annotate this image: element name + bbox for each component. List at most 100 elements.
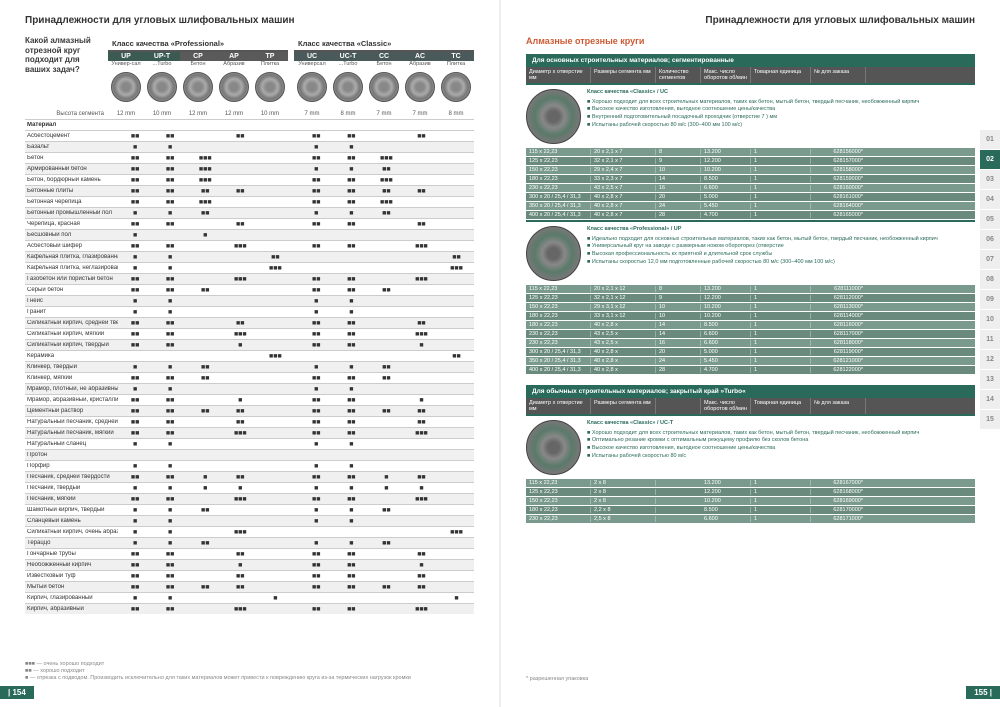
table-row: Гнейс■■■■	[25, 295, 474, 306]
size-cell: 7 mm	[366, 111, 402, 117]
col-head-AP: APАбразив	[216, 52, 252, 67]
compat-cell: ■■	[334, 320, 369, 327]
side-tab-15[interactable]: 15	[980, 410, 1000, 430]
col-header: Макс. число оборотов об/мин	[701, 67, 751, 83]
compat-cell: ■■■	[223, 496, 258, 503]
compat-cell: ■	[118, 518, 153, 525]
compat-cell: ■■	[299, 375, 334, 382]
compat-cell: ■■	[223, 551, 258, 558]
page-right: Принадлежности для угловых шлифовальных …	[500, 0, 1000, 707]
table-row: Кафельная плитка, неглазированная■■■■■■■…	[25, 262, 474, 273]
compat-cell: ■■	[118, 606, 153, 613]
product-2-desc: Класс качества «Professional» / UP Идеал…	[587, 226, 975, 281]
compat-cell: ■■	[404, 188, 439, 195]
compat-cell: ■■	[299, 606, 334, 613]
compat-cell: ■■	[153, 375, 188, 382]
side-tab-09[interactable]: 09	[980, 290, 1000, 310]
material-name: Клинкер, мягкий	[25, 375, 118, 381]
side-tab-12[interactable]: 12	[980, 350, 1000, 370]
compat-cell: ■■	[334, 397, 369, 404]
compat-cell: ■■	[223, 584, 258, 591]
compat-cell: ■	[334, 386, 369, 393]
compat-cell: ■■	[299, 397, 334, 404]
compat-cell: ■■	[369, 166, 404, 173]
table-row: Известковый туф■■■■■■■■■■■■	[25, 570, 474, 581]
compat-cell: ■■■	[188, 155, 223, 162]
side-tab-05[interactable]: 05	[980, 210, 1000, 230]
side-tab-13[interactable]: 13	[980, 370, 1000, 390]
material-name: Бетонный промышленный пол	[25, 210, 118, 216]
data-cell: 180 x 22,23	[526, 176, 591, 182]
disc-image-2	[526, 226, 581, 281]
col-head-TP: TPПлитка	[252, 52, 288, 67]
side-tab-01[interactable]: 01	[980, 130, 1000, 150]
compat-cell: ■■	[118, 584, 153, 591]
compat-cell: ■	[299, 463, 334, 470]
compat-cell: ■	[153, 265, 188, 272]
data-table-3: 115 x 22,232 x 813.2001628167000*125 x 2…	[526, 479, 975, 524]
compat-cell: ■■	[334, 177, 369, 184]
side-tab-14[interactable]: 14	[980, 390, 1000, 410]
side-tab-04[interactable]: 04	[980, 190, 1000, 210]
material-name: Серый бетон	[25, 287, 118, 293]
table-row: Протон	[25, 449, 474, 460]
data-cell: 13.200	[701, 480, 751, 486]
material-name: Силикатный кирпич, мягкий	[25, 331, 118, 337]
compat-cell: ■■	[118, 375, 153, 382]
table-row: Песчаник, мягкий■■■■■■■■■■■■■■	[25, 493, 474, 504]
compat-cell: ■■■	[258, 353, 293, 360]
material-name: Гранит	[25, 309, 118, 315]
compat-cell: ■	[299, 364, 334, 371]
table-row: Бетон, бордюрный камень■■■■■■■■■■■■■■	[25, 174, 474, 185]
disc-TP	[252, 69, 288, 105]
data-cell: 5.450	[701, 203, 751, 209]
side-tab-07[interactable]: 07	[980, 250, 1000, 270]
compat-cell: ■■	[404, 419, 439, 426]
material-name: Черепица, красная	[25, 221, 118, 227]
compat-cell: ■■	[118, 551, 153, 558]
data-cell: 33 x 2,3 x 7	[591, 176, 656, 182]
compat-cell: ■■	[188, 507, 223, 514]
data-cell: 1	[751, 304, 811, 310]
legend-line-1: ■■■ — очень хорошо подходит	[25, 661, 411, 668]
compat-cell: ■	[334, 540, 369, 547]
data-cell: 14	[656, 176, 701, 182]
side-tab-11[interactable]: 11	[980, 330, 1000, 350]
data-cell: 1	[751, 480, 811, 486]
material-name: Натуральный песчаник, мягкий	[25, 430, 118, 436]
compat-cell: ■■	[334, 474, 369, 481]
side-tab-08[interactable]: 08	[980, 270, 1000, 290]
compat-cell: ■■	[118, 562, 153, 569]
compat-cell: ■■	[334, 573, 369, 580]
compat-cell: ■■	[153, 408, 188, 415]
compat-cell: ■■	[223, 133, 258, 140]
compat-cell: ■■	[118, 408, 153, 415]
material-name: Асбестовый шифер	[25, 243, 118, 249]
material-name: Порфир	[25, 463, 118, 469]
size-cell: 12 mm	[180, 111, 216, 117]
compat-cell: ■■■	[223, 276, 258, 283]
data-row: 230 x 22,232,5 x 86.6001628171000*	[526, 515, 975, 524]
bullet: Испытаны рабочей скоростью 80 м/с (300–4…	[587, 122, 975, 130]
compat-cell: ■■	[334, 430, 369, 437]
data-cell: 1	[751, 286, 811, 292]
side-tab-06[interactable]: 06	[980, 230, 1000, 250]
side-tab-03[interactable]: 03	[980, 170, 1000, 190]
table-row: Силикатный кирпич, мягкий■■■■■■■■■■■■■■	[25, 328, 474, 339]
page-left: Принадлежности для угловых шлифовальных …	[0, 0, 500, 707]
table-row: Бетонные плиты■■■■■■■■■■■■■■■■	[25, 185, 474, 196]
material-name: Кирпич, глазированный	[25, 595, 118, 601]
disc-UP	[108, 69, 144, 105]
data-cell: 628114000*	[811, 313, 866, 319]
col-header: Макс. число оборотов об/мин	[701, 398, 751, 414]
side-tab-02[interactable]: 02	[980, 150, 1000, 170]
data-cell: 20 x 2,1 x 12	[591, 286, 656, 292]
compat-cell: ■■	[299, 188, 334, 195]
compatibility-table: Материал Асбестоцемент■■■■■■■■■■■■Базаль…	[25, 119, 474, 614]
compat-cell: ■	[369, 485, 404, 492]
compat-cell: ■■	[334, 133, 369, 140]
bullet: Оптимально резание кромки с оптимальным …	[587, 437, 975, 445]
side-tab-10[interactable]: 10	[980, 310, 1000, 330]
material-name: Натуральный песчаник, средней твердости	[25, 419, 118, 425]
header-right: Принадлежности для угловых шлифовальных …	[526, 15, 975, 26]
